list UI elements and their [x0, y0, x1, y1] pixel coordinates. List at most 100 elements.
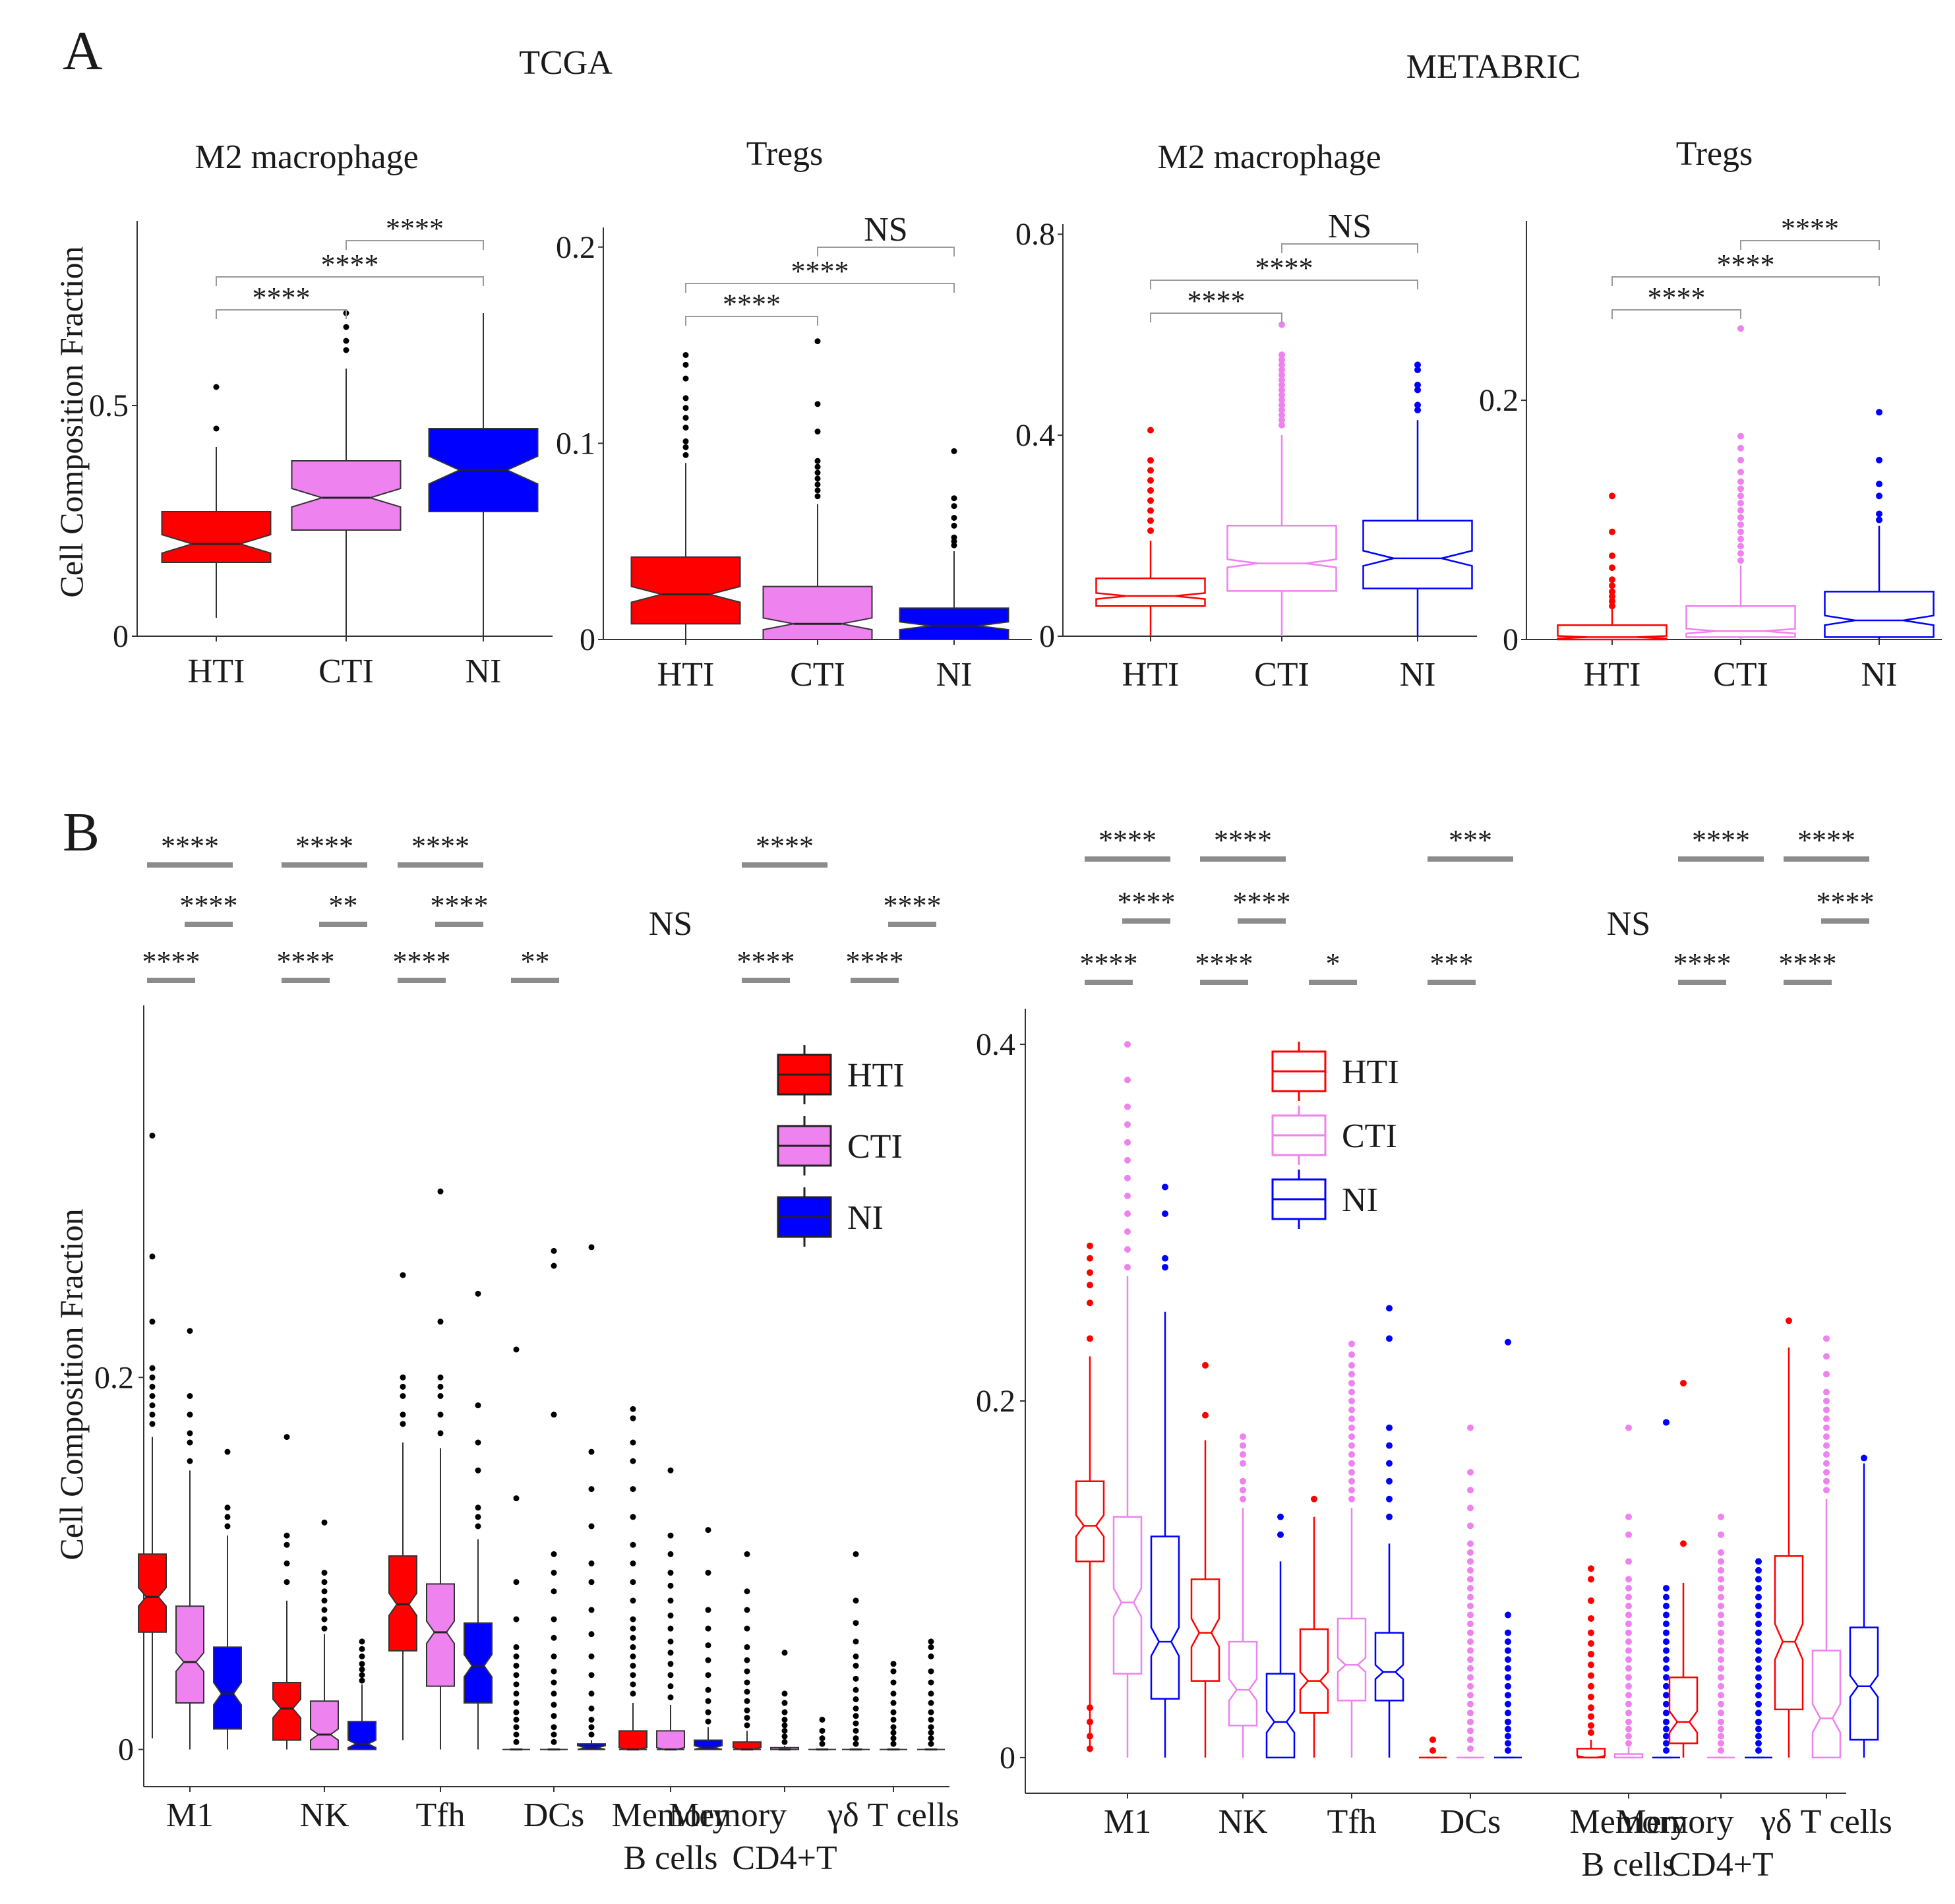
- metabric_grouped-cti-outlier: [1718, 1513, 1724, 1520]
- metabric_grouped-ni-outlier: [1755, 1710, 1762, 1717]
- metabric_grouped-ni-outlier: [1505, 1725, 1511, 1733]
- metabric_grouped-cti-outlier: [1124, 1210, 1131, 1218]
- tcga_grouped-cti-outlier: [667, 1582, 674, 1589]
- metabric_m2-sig-bracket: [1281, 243, 1418, 253]
- metabric_grouped-hti-outlier: [1588, 1651, 1594, 1658]
- tcga_grouped-cti-outlier: [437, 1393, 444, 1399]
- tcga_tregs-ni-outlier: [951, 534, 957, 541]
- metabric_grouped-ni-outlier: [1277, 1513, 1284, 1520]
- metabric_grouped-cti-outlier: [1348, 1406, 1355, 1413]
- metabric_m2-y-tick-label: 0.4: [1015, 418, 1055, 453]
- metabric_tregs-cti-outlier: [1737, 432, 1744, 440]
- tcga_grouped-hti-outlier: [630, 1616, 636, 1622]
- metabric_grouped-sig-label: ****: [1692, 824, 1750, 856]
- metabric_grouped-ni-outlier: [1755, 1638, 1762, 1646]
- tcga_grouped-cti-outlier: [551, 1679, 557, 1686]
- metabric_grouped-cti-outlier: [1625, 1718, 1632, 1725]
- tcga_grouped-ni-outlier: [705, 1570, 711, 1576]
- tcga_grouped-cti-outlier: [890, 1661, 897, 1667]
- tcga_tregs-hti-outlier: [682, 375, 689, 382]
- tcga_grouped-ni-outlier: [819, 1735, 826, 1742]
- metabric_grouped-cti-outlier: [1467, 1727, 1474, 1735]
- tcga_grouped-cti-outlier: [551, 1702, 557, 1708]
- tcga_grouped-hti-outlier: [284, 1532, 290, 1539]
- metabric_grouped-ni-outlier: [1386, 1305, 1393, 1312]
- tcga_tregs-cti-outlier: [814, 493, 821, 500]
- tcga_grouped-ni-outlier: [928, 1735, 934, 1742]
- tcga_grouped-sig-label: ****: [180, 889, 238, 922]
- tcga_grouped-cti-outlier: [187, 1412, 193, 1418]
- metabric_m2-cti-outlier: [1278, 361, 1285, 369]
- tcga_grouped-ni-outlier: [359, 1672, 365, 1679]
- tcga_grouped-x-tick-label: CD4+T: [732, 1839, 837, 1877]
- metabric-header: METABRIC: [1406, 48, 1581, 86]
- tcga_grouped-hti-outlier: [744, 1679, 750, 1686]
- metabric_grouped-ni-outlier: [1663, 1692, 1669, 1699]
- tcga_tregs-title: Tregs: [746, 135, 824, 173]
- metabric_grouped-cti-outlier: [1467, 1522, 1474, 1530]
- metabric_grouped-cti-outlier: [1124, 1103, 1131, 1110]
- metabric_grouped-cti-outlier: [1348, 1371, 1355, 1378]
- metabric_tregs-sig-bracket: [1740, 240, 1880, 250]
- tcga_grouped-ni-box: [694, 1739, 723, 1750]
- metabric_grouped-ni-outlier: [1755, 1603, 1762, 1610]
- metabric_grouped-sig-label: ****: [1779, 947, 1837, 980]
- tcga_m2-hti-box: [161, 511, 272, 563]
- tcga_grouped-cti-outlier: [321, 1519, 328, 1526]
- tcga_grouped-ni-outlier: [359, 1646, 365, 1652]
- metabric_m2-cti-outlier: [1278, 386, 1285, 394]
- metabric_grouped-cti-outlier: [1467, 1718, 1474, 1725]
- tcga_grouped-memory-caption: Memory: [669, 1797, 787, 1834]
- tcga_grouped-cti-outlier: [321, 1597, 328, 1604]
- metabric_m2-sig-label: ****: [1188, 285, 1246, 317]
- tcga_tregs-sig-label: NS: [864, 211, 907, 249]
- tcga_grouped-hti-outlier: [630, 1625, 636, 1632]
- metabric_tregs-ni-outlier: [1876, 510, 1882, 518]
- metabric_m2-cti-outlier: [1278, 421, 1285, 429]
- metabric_grouped-hti-outlier: [1588, 1565, 1594, 1572]
- tcga_grouped-hti-outlier: [149, 1421, 156, 1427]
- metabric_grouped-ni-outlier: [1505, 1710, 1511, 1717]
- metabric_grouped-cti-outlier: [1124, 1139, 1131, 1146]
- tcga_grouped-ni-outlier: [475, 1523, 481, 1530]
- metabric_grouped-cti-box: [1613, 1753, 1644, 1759]
- metabric_m2-cti-outlier: [1278, 371, 1285, 378]
- tcga_grouped-ni-outlier: [475, 1290, 481, 1297]
- metabric_grouped-cti-outlier: [1240, 1477, 1246, 1485]
- metabric_grouped-ni-outlier: [1505, 1740, 1511, 1747]
- tcga_grouped-hti-outlier: [513, 1579, 520, 1586]
- metabric_tregs-hti-outlier: [1609, 593, 1615, 600]
- metabric_grouped-ni-outlier: [1386, 1424, 1393, 1431]
- metabric_grouped-ni-outlier: [1386, 1495, 1393, 1502]
- tcga_grouped-hti-outlier: [744, 1698, 750, 1704]
- metabric_grouped-ni-outlier: [1755, 1700, 1762, 1708]
- tcga_grouped-cti-outlier: [551, 1263, 557, 1269]
- tcga_grouped-hti-outlier: [630, 1653, 636, 1659]
- metabric_grouped-cti-outlier: [1467, 1745, 1474, 1752]
- tcga_grouped-cti-outlier: [781, 1650, 788, 1656]
- metabric_grouped-ni-outlier: [1505, 1700, 1511, 1708]
- tcga_grouped-ni-outlier: [475, 1402, 481, 1409]
- tcga_m2-sig-label: ****: [253, 282, 311, 314]
- tcga_grouped-sig-label: ****: [161, 830, 219, 862]
- metabric_tregs-hti-outlier: [1609, 528, 1615, 535]
- tcga_grouped-ni-outlier: [588, 1523, 595, 1530]
- tcga_grouped-cti-outlier: [437, 1383, 444, 1390]
- tcga_grouped-hti-outlier: [853, 1663, 859, 1669]
- tcga_grouped-cti-outlier: [551, 1690, 557, 1697]
- tcga_grouped-hti-outlier: [284, 1541, 290, 1548]
- metabric_m2-cti-outlier: [1278, 356, 1285, 363]
- tcga_grouped-ni-outlier: [588, 1244, 595, 1251]
- tcga_grouped-hti-outlier: [400, 1421, 406, 1427]
- tcga_grouped-ni-outlier: [928, 1716, 934, 1723]
- metabric_grouped-ni-outlier: [1755, 1674, 1762, 1681]
- metabric_tregs-sig-label: ****: [1648, 282, 1706, 314]
- tcga_grouped-cti-outlier: [321, 1616, 328, 1622]
- tcga_tregs-ni-outlier: [951, 503, 957, 510]
- metabric_grouped-cti-outlier: [1348, 1477, 1355, 1485]
- metabric_grouped-cti-outlier: [1718, 1747, 1724, 1754]
- tcga_grouped-hti-outlier: [513, 1709, 520, 1715]
- metabric_grouped-cti-outlier: [1823, 1469, 1830, 1476]
- metabric_grouped-cti-outlier: [1625, 1682, 1632, 1690]
